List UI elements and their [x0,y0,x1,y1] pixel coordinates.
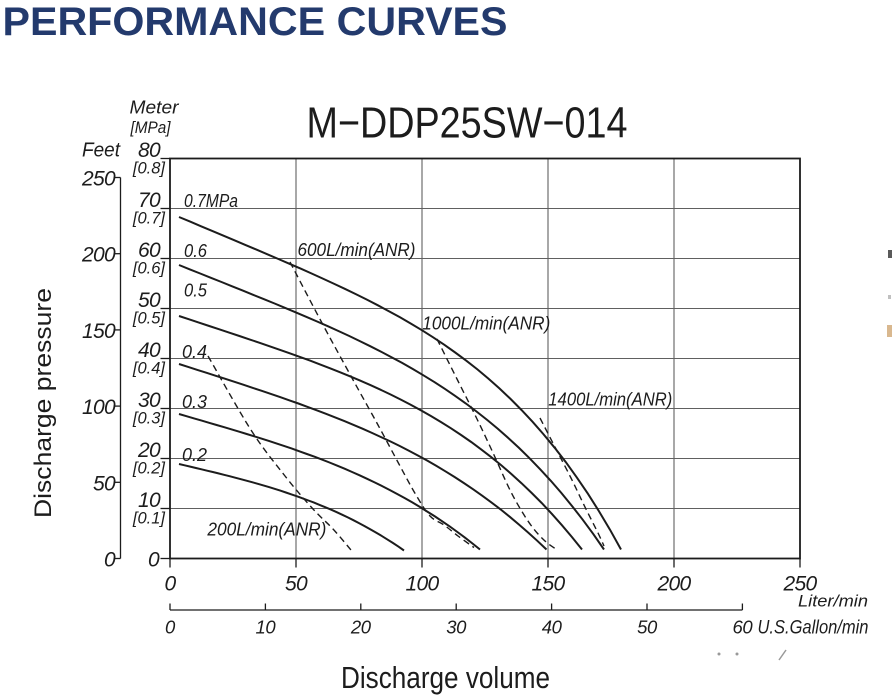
svg-text:70: 70 [138,189,161,212]
svg-text:10: 10 [138,489,161,512]
svg-text:0.6: 0.6 [184,241,208,261]
svg-text:100: 100 [406,573,440,596]
svg-text:50: 50 [138,289,161,312]
svg-text:Meter: Meter [130,98,180,118]
svg-text:[0.8]: [0.8] [132,160,166,178]
svg-text:Liter/min: Liter/min [798,593,868,611]
svg-text:30: 30 [446,617,467,638]
svg-text:50: 50 [285,573,308,596]
svg-text:20: 20 [137,439,161,462]
svg-text:20: 20 [350,617,372,638]
svg-text:50: 50 [93,472,116,495]
svg-text:250: 250 [783,573,818,596]
svg-text:U.S.Gallon/min: U.S.Gallon/min [758,618,869,639]
svg-text:M−DDP25SW−014: M−DDP25SW−014 [307,99,628,148]
svg-text:1000L/min(ANR): 1000L/min(ANR) [422,314,550,334]
svg-text:0.7MPa: 0.7MPa [184,191,238,211]
svg-text:40: 40 [542,617,563,638]
svg-text:100: 100 [82,396,116,419]
svg-text:PERFORMANCE CURVES: PERFORMANCE CURVES [3,0,508,44]
svg-text:10: 10 [256,617,277,638]
svg-text:Feet: Feet [82,140,121,162]
svg-text:[0.3]: [0.3] [132,410,166,428]
svg-text:60: 60 [138,239,161,262]
svg-text:40: 40 [138,339,161,362]
svg-text:[0.6]: [0.6] [132,260,166,278]
svg-text:200L/min(ANR): 200L/min(ANR) [206,520,326,540]
svg-text:600L/min(ANR): 600L/min(ANR) [298,240,416,260]
svg-text:[0.7]: [0.7] [132,210,166,228]
svg-text:0.2: 0.2 [182,445,207,465]
svg-text:[0.1]: [0.1] [132,510,166,528]
svg-text:200: 200 [657,573,692,596]
svg-text:0: 0 [104,549,116,572]
svg-text:200: 200 [81,244,116,267]
svg-text:Discharge pressure: Discharge pressure [30,288,57,518]
svg-text:[0.5]: [0.5] [132,310,166,328]
svg-text:[MPa]: [MPa] [130,119,171,137]
svg-text:150: 150 [82,320,116,343]
svg-text:0.4: 0.4 [182,342,207,362]
svg-text:0.5: 0.5 [184,281,208,301]
svg-text:30: 30 [138,389,161,412]
svg-text:0.3: 0.3 [182,392,207,412]
svg-text:[0.4]: [0.4] [132,360,166,378]
svg-text:0: 0 [165,573,177,596]
svg-text:150: 150 [532,573,566,596]
svg-text:250: 250 [81,168,116,191]
svg-text:50: 50 [637,617,658,638]
svg-text:0: 0 [165,617,176,638]
svg-text:Discharge volume: Discharge volume [341,661,550,695]
svg-text:80: 80 [138,139,161,162]
svg-text:60: 60 [733,617,754,638]
svg-text:[0.2]: [0.2] [132,460,166,478]
svg-text:1400L/min(ANR): 1400L/min(ANR) [548,390,672,410]
svg-text:0: 0 [148,549,160,572]
